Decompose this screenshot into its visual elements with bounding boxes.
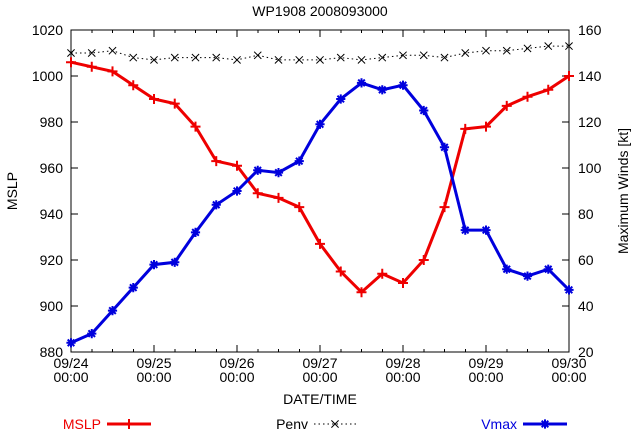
x-tick-date: 09/24 bbox=[53, 355, 88, 371]
x-tick-date: 09/28 bbox=[385, 355, 420, 371]
y-left-tick-label: 920 bbox=[40, 252, 64, 268]
y-left-tick-label: 980 bbox=[40, 114, 64, 130]
x-tick-time: 00:00 bbox=[468, 369, 503, 385]
x-tick-time: 00:00 bbox=[385, 369, 420, 385]
y-axis-right-label: Maximum Winds [kt] bbox=[615, 128, 631, 254]
vmax-series-markers bbox=[66, 78, 574, 348]
y-left-tick-label: 940 bbox=[40, 206, 64, 222]
x-tick-time: 00:00 bbox=[302, 369, 337, 385]
y-left-tick-label: 1020 bbox=[32, 22, 63, 38]
plot-area: 09/2400:0009/2500:0009/2600:0009/2700:00… bbox=[32, 22, 602, 385]
y-left-tick-label: 960 bbox=[40, 160, 64, 176]
legend-label-penv: Penv bbox=[276, 416, 308, 432]
y-axis-left-label: MSLP bbox=[4, 172, 20, 210]
x-tick-time: 00:00 bbox=[136, 369, 171, 385]
x-tick-date: 09/25 bbox=[136, 355, 171, 371]
y-right-tick-label: 40 bbox=[578, 298, 594, 314]
y-right-tick-label: 60 bbox=[578, 252, 594, 268]
x-tick-date: 09/29 bbox=[468, 355, 503, 371]
x-tick-time: 00:00 bbox=[551, 369, 586, 385]
legend-label-mslp: MSLP bbox=[63, 416, 101, 432]
legend: MSLP Penv Vmax bbox=[63, 416, 567, 432]
y-left-tick-label: 880 bbox=[40, 344, 64, 360]
penv-series-line bbox=[71, 45, 569, 61]
y-right-tick-label: 80 bbox=[578, 206, 594, 222]
legend-marker-asterisk bbox=[540, 419, 550, 429]
x-tick-date: 09/27 bbox=[302, 355, 337, 371]
y-right-tick-label: 160 bbox=[578, 22, 602, 38]
penv-series-markers bbox=[67, 42, 573, 64]
y-left-tick-label: 900 bbox=[40, 298, 64, 314]
x-axis-label: DATE/TIME bbox=[283, 391, 357, 407]
x-tick-time: 00:00 bbox=[53, 369, 88, 385]
legend-label-vmax: Vmax bbox=[481, 416, 517, 432]
mslp-series-line bbox=[70, 60, 570, 295]
y-right-tick-label: 100 bbox=[578, 160, 602, 176]
x-tick-date: 09/26 bbox=[219, 355, 254, 371]
x-tick-date: 09/30 bbox=[551, 355, 586, 371]
y-right-tick-label: 140 bbox=[578, 68, 602, 84]
legend-marker-x bbox=[331, 420, 339, 428]
legend-marker-plus bbox=[124, 419, 134, 429]
y-left-tick-label: 1000 bbox=[32, 68, 63, 84]
y-right-tick-label: 20 bbox=[578, 344, 594, 360]
chart-title: WP1908 2008093000 bbox=[252, 3, 388, 19]
plot-frame bbox=[70, 29, 570, 353]
axis-ticks bbox=[70, 29, 570, 353]
x-tick-time: 00:00 bbox=[219, 369, 254, 385]
y-right-tick-label: 120 bbox=[578, 114, 602, 130]
mslp-series-markers bbox=[66, 57, 574, 298]
